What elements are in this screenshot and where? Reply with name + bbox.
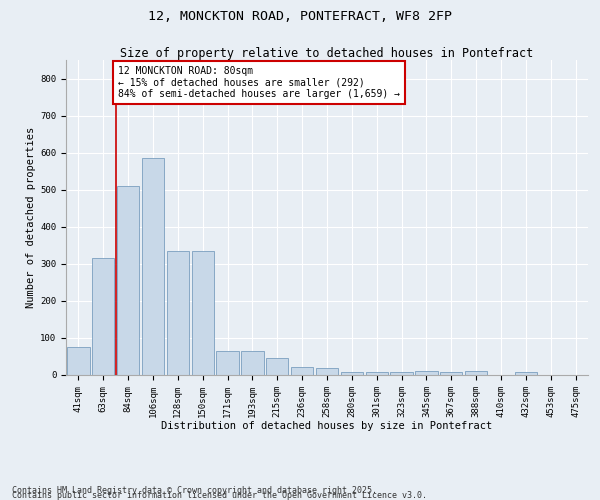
Text: 12, MONCKTON ROAD, PONTEFRACT, WF8 2FP: 12, MONCKTON ROAD, PONTEFRACT, WF8 2FP xyxy=(148,10,452,23)
Bar xyxy=(117,186,139,375)
Bar xyxy=(291,367,313,375)
Y-axis label: Number of detached properties: Number of detached properties xyxy=(26,127,36,308)
Text: 12 MONCKTON ROAD: 80sqm
← 15% of detached houses are smaller (292)
84% of semi-d: 12 MONCKTON ROAD: 80sqm ← 15% of detache… xyxy=(118,66,400,99)
Bar xyxy=(316,368,338,375)
Bar xyxy=(167,251,189,375)
Bar xyxy=(365,372,388,375)
Bar xyxy=(415,370,437,375)
Bar xyxy=(341,372,363,375)
X-axis label: Distribution of detached houses by size in Pontefract: Distribution of detached houses by size … xyxy=(161,421,493,431)
Bar xyxy=(67,347,89,375)
Text: Contains public sector information licensed under the Open Government Licence v3: Contains public sector information licen… xyxy=(12,491,427,500)
Bar xyxy=(266,358,289,375)
Bar xyxy=(515,372,537,375)
Bar xyxy=(391,372,413,375)
Text: Contains HM Land Registry data © Crown copyright and database right 2025.: Contains HM Land Registry data © Crown c… xyxy=(12,486,377,495)
Bar xyxy=(241,351,263,375)
Bar xyxy=(217,351,239,375)
Bar xyxy=(92,258,115,375)
Bar xyxy=(465,372,487,375)
Bar xyxy=(191,251,214,375)
Title: Size of property relative to detached houses in Pontefract: Size of property relative to detached ho… xyxy=(121,47,533,60)
Bar xyxy=(142,158,164,375)
Bar xyxy=(440,372,463,375)
